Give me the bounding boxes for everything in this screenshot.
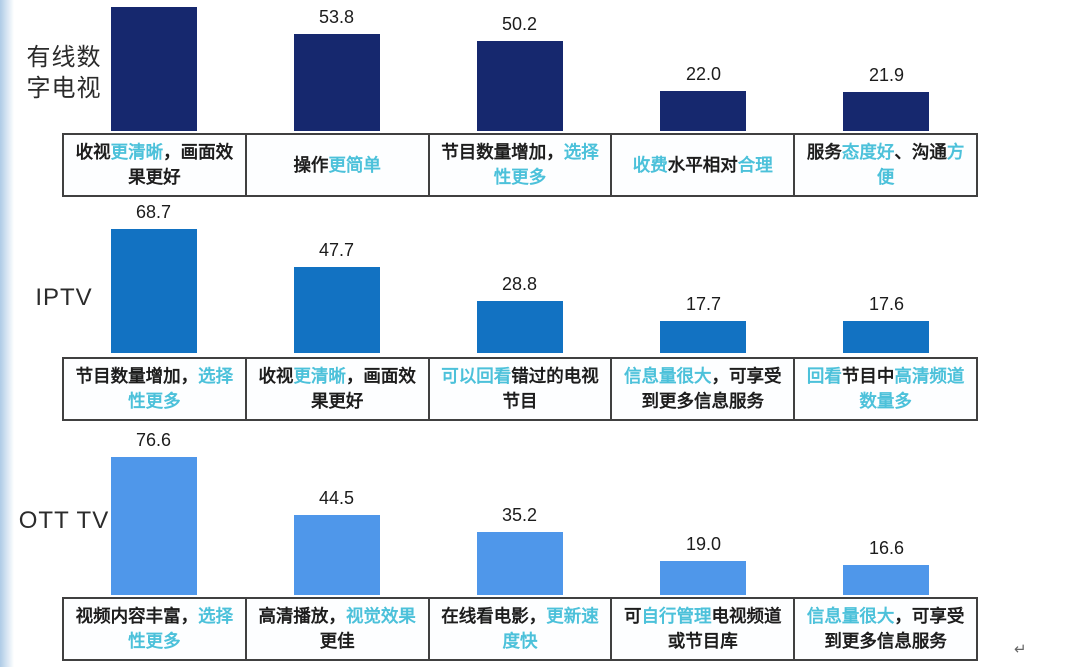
label-highlight-text: 合理 [737, 154, 773, 175]
label-highlight-text: 更简单 [328, 154, 381, 175]
bar-value-label: 35.2 [501, 505, 538, 525]
label-box-cell: 操作更简单 [247, 135, 430, 195]
label-text: ，画面效果更好 [128, 142, 234, 187]
label-box-row: 节目数量增加，选择性更多 收视更清晰，画面效果更好 可以回看错过的电视节目 信息量很大… [62, 357, 978, 421]
label-text: 操作 [293, 154, 329, 175]
left-edge-shade [0, 0, 14, 667]
label-box-row: 视频内容丰富，选择性更多 高清播放，视觉效果更佳 在线看电影，更新速度快 可自行管理电… [62, 597, 978, 661]
label-box-cell: 节目数量增加，选择性更多 [430, 135, 613, 195]
bar [294, 267, 380, 353]
label-text: ，可享受到更多信息服务 [824, 606, 965, 651]
bar [294, 34, 380, 131]
row-category-label: IPTV [35, 284, 93, 311]
label-box-cell: 可自行管理电视频道或节目库 [612, 599, 796, 659]
paragraph-return-mark: ↵ [1014, 641, 1027, 658]
bar [660, 321, 746, 353]
bar-value-label: 47.7 [318, 240, 355, 260]
label-box-cell: 收视更清晰，画面效果更好 [64, 135, 247, 195]
label-highlight-text: 收费 [632, 154, 668, 175]
row-category-label: 有线数字电视 [26, 44, 102, 102]
bar [843, 321, 929, 353]
label-box-cell: 回看节目中高清频道数量多 [795, 359, 976, 419]
label-highlight-text: 更清晰 [110, 142, 164, 163]
bar-value-label: 17.7 [685, 294, 722, 314]
bar [660, 561, 746, 595]
label-text: 收视 [258, 366, 294, 387]
label-highlight-text: 更清晰 [293, 366, 346, 387]
label-text: 更佳 [319, 631, 355, 651]
label-highlight-text: 视觉效果 [345, 606, 416, 627]
label-box-cell: 节目数量增加，选择性更多 [64, 359, 247, 419]
label-highlight-text: 回看 [806, 366, 842, 387]
label-highlight-text: 高清频道数量多 [859, 366, 965, 411]
label-text: 节目中 [841, 366, 895, 387]
bar-value-label: 44.5 [318, 488, 355, 508]
label-text: 在线看电影， [441, 606, 547, 627]
bar [477, 41, 563, 131]
label-box-cell: 收视更清晰，画面效果更好 [247, 359, 430, 419]
label-highlight-text: 选择性更多 [128, 366, 234, 411]
label-box-cell: 在线看电影，更新速度快 [430, 599, 613, 659]
label-text: 节目数量增加， [75, 366, 199, 387]
label-text: 水平相对 [667, 154, 738, 175]
label-highlight-text: 方便 [876, 142, 965, 187]
bar [111, 229, 197, 353]
label-highlight-text: 选择性更多 [128, 606, 234, 651]
label-text: 收视 [75, 142, 111, 163]
label-highlight-text: 信息量很大 [624, 366, 712, 387]
bar [660, 91, 746, 131]
label-text: 错过的电视节目 [502, 366, 599, 411]
label-box-cell: 信息量很大，可享受到更多信息服务 [795, 599, 976, 659]
label-text: 节目数量增加， [441, 142, 564, 163]
label-text: 视频内容丰富， [75, 606, 199, 627]
label-text: ，可享受到更多信息服务 [641, 366, 782, 411]
label-text: 可 [624, 606, 642, 627]
bar-value-label: 53.8 [318, 7, 355, 27]
bar-value-label: 22.0 [685, 64, 722, 84]
bar [294, 515, 380, 595]
label-box-cell: 视频内容丰富，选择性更多 [64, 599, 247, 659]
label-highlight-text: 选择性更多 [493, 142, 599, 187]
bar-value-label: 17.6 [868, 294, 905, 314]
bar [843, 565, 929, 595]
bar-value-label: 21.9 [868, 65, 905, 85]
label-box-cell: 服务态度好、沟通方便 [795, 135, 976, 195]
bar-value-label: 68.7 [135, 202, 172, 222]
label-text: ，画面效果更好 [310, 366, 416, 411]
label-highlight-text: 更新速度快 [502, 606, 599, 651]
label-highlight-text: 态度好 [841, 142, 895, 163]
row-category-label: OTT TV [18, 507, 110, 534]
label-box-cell: 可以回看错过的电视节目 [430, 359, 613, 419]
label-highlight-text: 可以回看 [441, 366, 512, 387]
label-box-cell: 信息量很大，可享受到更多信息服务 [612, 359, 796, 419]
bar [111, 7, 197, 131]
bar-value-label: 16.6 [868, 538, 905, 558]
label-text: 服务 [806, 142, 842, 163]
label-text: 电视频道或节目库 [667, 606, 782, 651]
bar [477, 532, 563, 595]
label-box-row: 收视更清晰，画面效果更好 操作更简单 节目数量增加，选择性更多 收费水平相对合理 服务态… [62, 133, 978, 197]
bar-value-label: 50.2 [501, 14, 538, 34]
label-highlight-text: 自行管理 [641, 606, 712, 627]
bar [477, 301, 563, 353]
bar [843, 92, 929, 131]
label-box-cell: 高清播放，视觉效果更佳 [247, 599, 430, 659]
label-text: 、沟通 [894, 142, 947, 163]
label-highlight-text: 信息量很大 [806, 606, 895, 627]
label-box-cell: 收费水平相对合理 [612, 135, 796, 195]
bar-value-label: 28.8 [501, 274, 538, 294]
bar [111, 457, 197, 595]
bar-value-label: 76.6 [135, 430, 172, 450]
label-text: 高清播放， [258, 606, 346, 627]
bar-value-label: 19.0 [685, 534, 722, 554]
